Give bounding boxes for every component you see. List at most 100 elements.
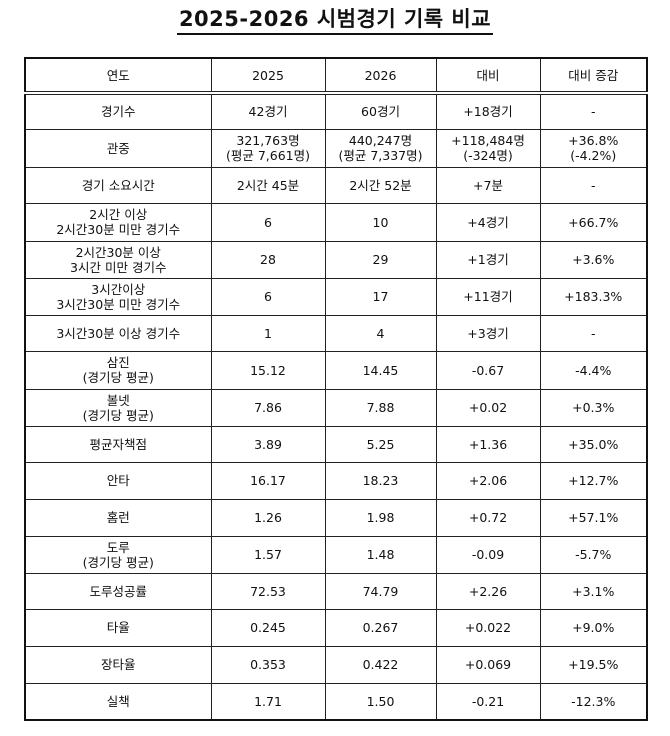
value-2026-cell: 4 <box>324 314 437 352</box>
value-2026-cell: 0.267 <box>324 608 437 647</box>
value-2025-cell: 28 <box>210 240 326 279</box>
cell-text: (평균 7,661명) <box>225 148 310 163</box>
cell-text: 삼진 <box>106 355 130 370</box>
table-row: 도루 (경기당 평균) 1.57 1.48 -0.09 -5.7% <box>24 535 648 574</box>
cell-text: 관중 <box>106 140 130 156</box>
row-label-cell: 2시간 이상 2시간30분 미만 경기수 <box>24 202 212 242</box>
cell-text: 14.45 <box>362 362 399 378</box>
cell-text: 440,247명 <box>348 133 413 148</box>
cell-text: +19.5% <box>568 657 619 672</box>
cell-text: +183.3% <box>564 289 623 304</box>
row-label-cell: 삼진 (경기당 평균) <box>24 350 212 390</box>
pct-change-cell: +19.5% <box>539 645 648 684</box>
row-label-cell: 도루 (경기당 평균) <box>24 535 212 574</box>
cell-text: +0.02 <box>468 400 508 415</box>
cell-text: (경기당 평균) <box>82 370 154 385</box>
value-2026-cell: 1.50 <box>324 682 437 721</box>
cell-text: +118,484명 <box>451 133 525 148</box>
cell-text: - <box>590 177 596 193</box>
pct-change-cell: +36.8% (-4.2%) <box>539 128 648 168</box>
table-row: 장타율 0.353 0.422 +0.069 +19.5% <box>24 645 648 684</box>
cell-text: 5.25 <box>366 436 395 452</box>
diff-cell: +118,484명 (-324명) <box>435 128 541 168</box>
cell-text: -0.09 <box>471 547 505 562</box>
table-row: 경기수 42경기 60경기 +18경기 - <box>24 92 648 130</box>
value-2026-cell: 17 <box>324 277 437 316</box>
cell-text: +3.6% <box>572 252 615 267</box>
cell-text: 0.245 <box>250 620 286 635</box>
cell-text: 17 <box>372 289 389 304</box>
table-row: 3시간이상 3시간30분 미만 경기수 6 17 +11경기 +183.3% <box>24 277 648 316</box>
cell-text: 도루 <box>106 539 130 555</box>
diff-cell: +0.02 <box>435 388 541 427</box>
cell-text: +18경기 <box>463 104 513 120</box>
cell-text: 3시간30분 미만 경기수 <box>56 296 181 312</box>
diff-cell: +1.36 <box>435 425 541 463</box>
cell-text: -4.4% <box>575 362 612 378</box>
value-2026-cell: 1.98 <box>324 498 437 537</box>
cell-text: 29 <box>372 252 389 267</box>
cell-text: +0.069 <box>464 657 512 672</box>
pct-change-cell: +183.3% <box>539 277 648 316</box>
cell-text: 7.86 <box>254 400 282 415</box>
header-pct-change: 대비 증감 <box>539 57 648 95</box>
header-2025: 2025 <box>210 57 326 95</box>
cell-text: 2시간 이상 <box>89 207 148 222</box>
cell-text: 1.57 <box>254 547 282 562</box>
table-row: 평균자책점 3.89 5.25 +1.36 +35.0% <box>24 425 648 463</box>
row-label-cell: 장타율 <box>24 645 212 684</box>
diff-cell: +0.022 <box>435 608 541 647</box>
cell-text: 경기 소요시간 <box>81 177 155 193</box>
diff-cell: +18경기 <box>435 92 541 130</box>
cell-text: +3경기 <box>467 325 509 341</box>
pct-change-cell: - <box>539 166 648 204</box>
diff-cell: +2.06 <box>435 461 541 500</box>
value-2025-cell: 6 <box>210 277 326 316</box>
diff-cell: -0.09 <box>435 535 541 574</box>
diff-cell: +1경기 <box>435 240 541 279</box>
row-label-cell: 도루성공률 <box>24 572 212 610</box>
cell-text: 1.98 <box>366 510 395 525</box>
cell-text: -0.67 <box>471 362 505 378</box>
value-2025-cell: 15.12 <box>210 350 326 390</box>
cell-text: 321,763명 <box>236 133 300 148</box>
pct-change-cell: - <box>539 92 648 130</box>
pct-change-cell: - <box>539 314 648 352</box>
cell-text: +4경기 <box>467 214 509 230</box>
value-2025-cell: 7.86 <box>210 388 326 427</box>
table-row: 삼진 (경기당 평균) 15.12 14.45 -0.67 -4.4% <box>24 350 648 390</box>
cell-text: 타율 <box>106 620 130 635</box>
table-row: 실책 1.71 1.50 -0.21 -12.3% <box>24 682 648 721</box>
cell-text: 3시간이상 <box>91 281 146 297</box>
cell-text: +0.3% <box>572 400 615 415</box>
table-row: 볼넷 (경기당 평균) 7.86 7.88 +0.02 +0.3% <box>24 388 648 427</box>
pct-change-cell: +12.7% <box>539 461 648 500</box>
diff-cell: +4경기 <box>435 202 541 242</box>
pct-change-cell: -4.4% <box>539 350 648 390</box>
cell-text: +35.0% <box>568 436 619 452</box>
cell-text: 2시간 52분 <box>349 177 412 193</box>
table-body: 경기수 42경기 60경기 +18경기 - 관중 321,763명 (평균 7,661명) 44… <box>24 92 648 721</box>
cell-text: 2시간30분 이상 <box>75 244 161 260</box>
cell-text: +36.8% <box>568 133 619 148</box>
row-label-cell: 볼넷 (경기당 평균) <box>24 388 212 427</box>
diff-cell: -0.21 <box>435 682 541 721</box>
cell-text: 2시간30분 미만 경기수 <box>56 222 181 237</box>
value-2026-cell: 0.422 <box>324 645 437 684</box>
value-2025-cell: 16.17 <box>210 461 326 500</box>
cell-text: 장타율 <box>100 657 136 672</box>
value-2025-cell: 0.353 <box>210 645 326 684</box>
cell-text: - <box>590 325 596 341</box>
cell-text: +2.06 <box>468 473 508 488</box>
cell-text: 0.353 <box>250 657 286 672</box>
cell-text: 1.50 <box>366 693 395 709</box>
cell-text: +66.7% <box>568 214 619 230</box>
cell-text: 18.23 <box>362 473 399 488</box>
cell-text: 42경기 <box>248 104 288 120</box>
row-label-cell: 홈런 <box>24 498 212 537</box>
diff-cell: +2.26 <box>435 572 541 610</box>
table-row: 관중 321,763명 (평균 7,661명) 440,247명 (평균 7,337명)… <box>24 128 648 168</box>
cell-text: 홈런 <box>106 510 130 525</box>
value-2026-cell: 14.45 <box>324 350 437 390</box>
row-label-cell: 타율 <box>24 608 212 647</box>
